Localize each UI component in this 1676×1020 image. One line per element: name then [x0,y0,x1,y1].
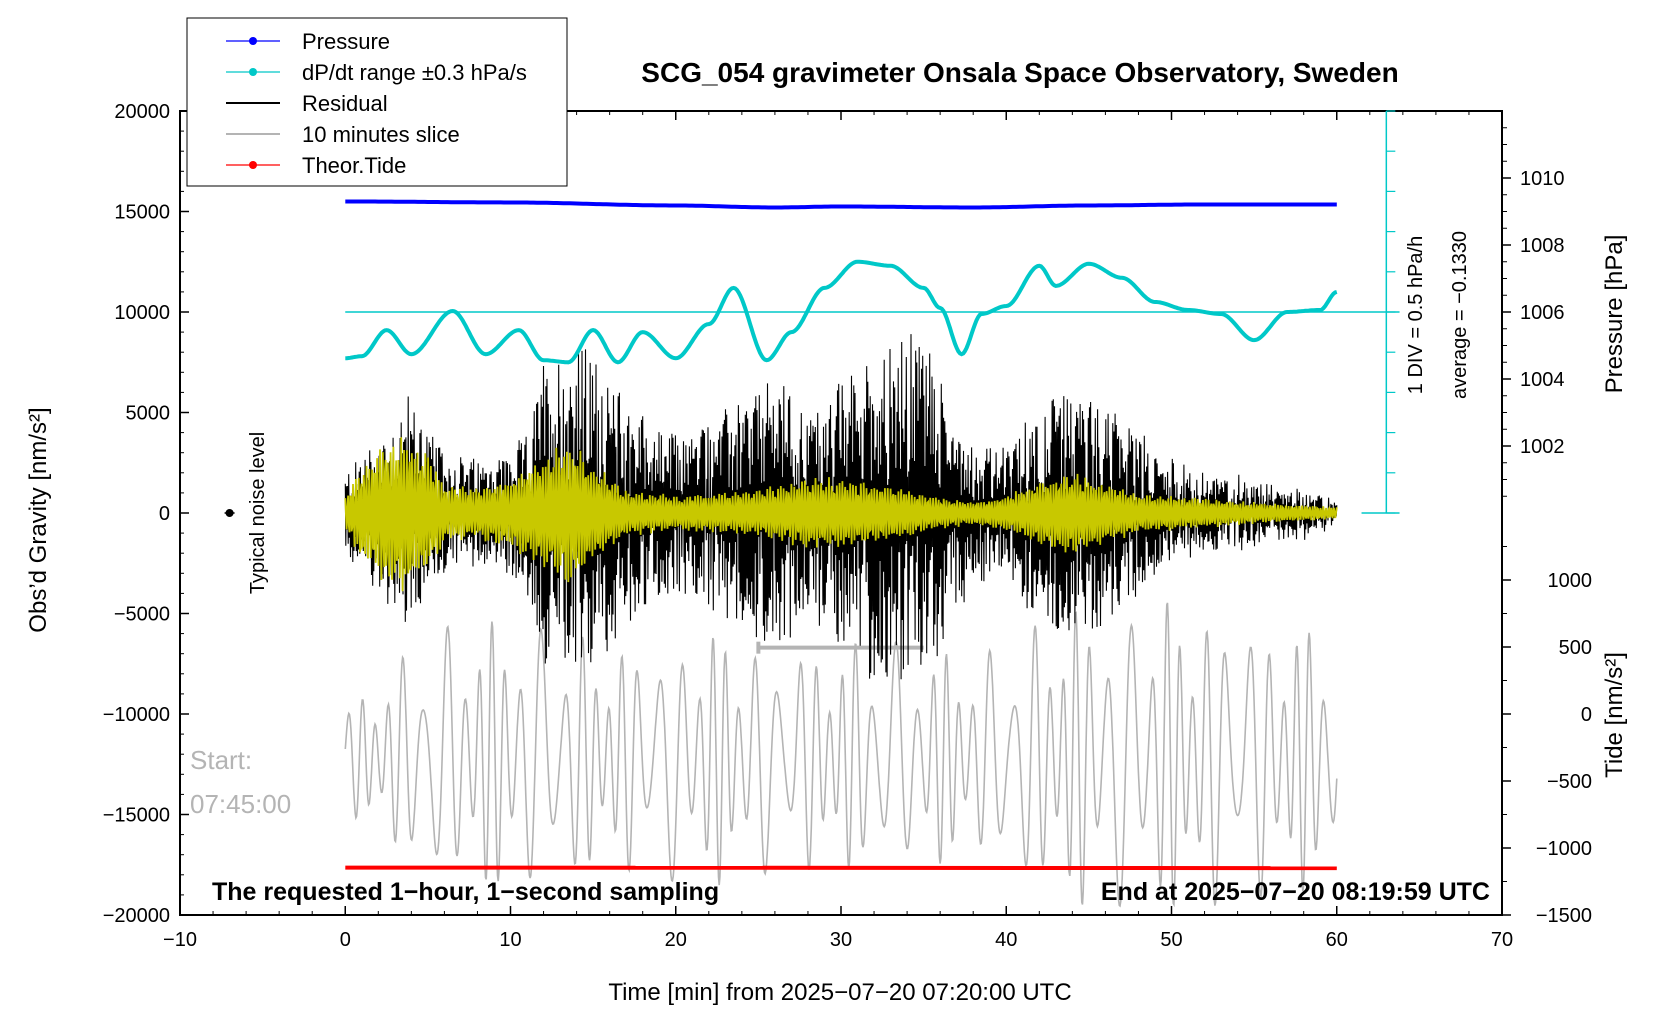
y-tick-label: −10000 [103,704,170,726]
y-tick-label: 10000 [114,302,170,324]
legend: Pressure dP/dt range ±0.3 hPa/s Residual… [186,17,568,187]
tide-tick-label: −500 [1547,771,1592,793]
dpdt-average-note: average = −0.1330 [1449,231,1471,399]
y-tick-label: 20000 [114,101,170,123]
x-tick-label: 0 [340,929,351,951]
y-tick-label: 5000 [126,403,171,425]
pressure-tick-label: 1004 [1520,369,1565,391]
pressure-tick-label: 1002 [1520,436,1565,458]
y-tick-label: 15000 [114,202,170,224]
legend-marker-dpdt [249,68,257,76]
pressure-tick-label: 1006 [1520,302,1565,324]
x-tick-label: 50 [1160,929,1182,951]
legend-marker-pressure [249,37,257,45]
legend-label-residual: Residual [302,91,388,116]
tide-tick-label: 1000 [1548,570,1593,592]
y-tick-label: −5000 [114,604,170,626]
legend-label-slice: 10 minutes slice [302,122,460,147]
noise-level-label: Typical noise level [247,432,269,594]
sampling-banner: The requested 1−hour, 1−second sampling [212,878,719,906]
x-tick-label: 20 [665,929,687,951]
filtered-residual-series-line [344,437,1338,592]
start-label: Start: [190,745,252,775]
x-tick-label: 60 [1326,929,1348,951]
y-axis-title-tide: Tide [nm/s²] [1601,652,1628,778]
dpdt-series-line [345,259,1338,365]
pressure-series-line [345,199,1337,210]
axes-layer: −10 0 10 20 30 40 50 60 7020000150001000050000−5… [103,101,1592,951]
y-axis-title-left: Obs’d Gravity [nm/s²] [25,407,52,632]
series-layer [224,110,1400,908]
y-tick-label: −20000 [103,905,170,927]
legend-label-pressure: Pressure [302,29,390,54]
slice-series-line [344,602,1338,908]
y-tick-label: −15000 [103,805,170,827]
x-axis-title: Time [min] from 2025−07−20 07:20:00 UTC [608,979,1071,1006]
tide-tick-label: 500 [1559,637,1592,659]
start-time: 07:45:00 [190,789,291,819]
y-tick-label: 0 [159,503,170,525]
dpdt-scale-note: 1 DIV = 0.5 hPa/h [1405,236,1427,394]
end-time-banner: End at 2025−07−20 08:19:59 UTC [1101,878,1490,906]
x-tick-label: 40 [995,929,1017,951]
tide-series-line [345,865,1337,871]
tide-tick-label: 0 [1581,704,1592,726]
y-axis-title-pressure: Pressure [hPa] [1601,235,1628,394]
chart-title: SCG_054 gravimeter Onsala Space Observat… [641,57,1398,88]
x-tick-label: 10 [499,929,521,951]
legend-label-tide: Theor.Tide [302,153,406,178]
tide-tick-label: −1500 [1536,905,1592,927]
x-tick-label: 30 [830,929,852,951]
tide-tick-label: −1000 [1536,838,1592,860]
legend-label-dpdt: dP/dt range ±0.3 hPa/s [302,60,527,85]
noise-level-marker [225,509,234,517]
legend-marker-tide [249,161,257,169]
pressure-tick-label: 1008 [1520,235,1565,257]
x-tick-label: −10 [163,929,197,951]
x-tick-label: 70 [1491,929,1513,951]
pressure-tick-label: 1010 [1520,168,1565,190]
